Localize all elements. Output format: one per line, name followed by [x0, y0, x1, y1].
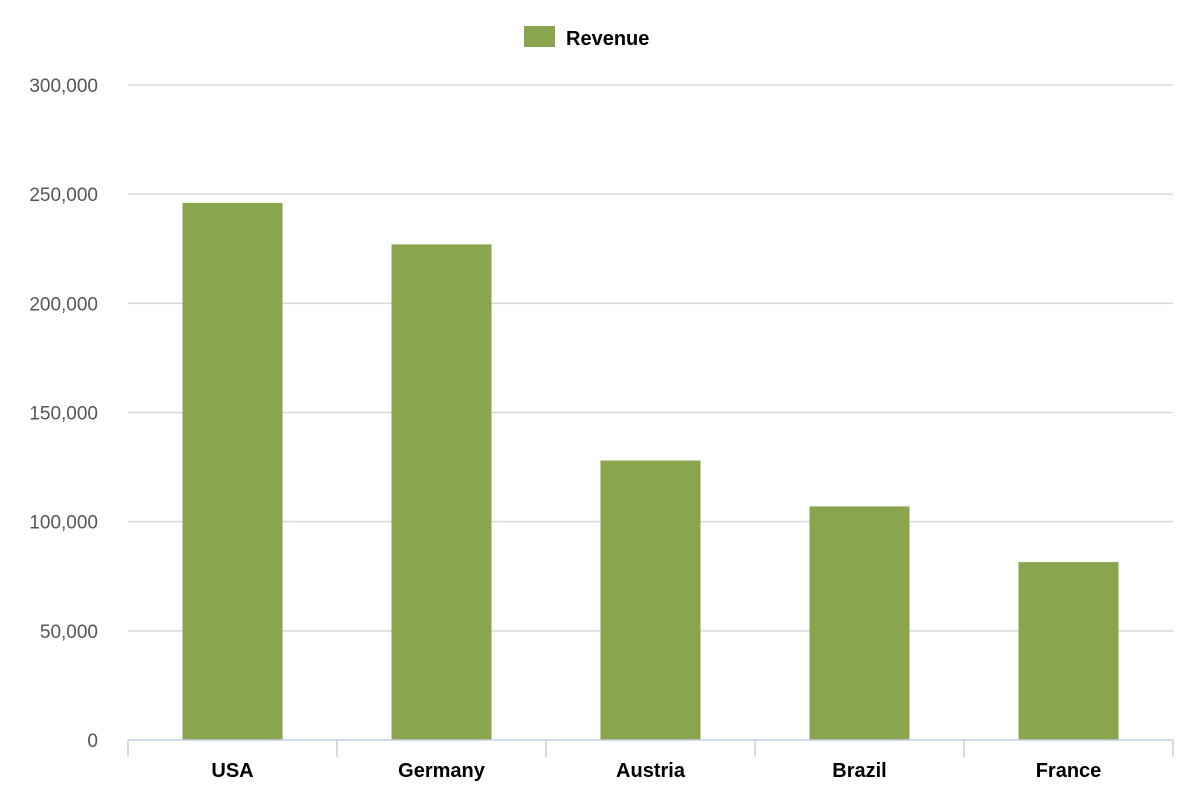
x-tick-label: Austria	[616, 760, 686, 782]
y-tick-label: 300,000	[29, 76, 98, 97]
x-axis: USA Germany Austria Brazil France	[127, 739, 1174, 782]
bar-france[interactable]	[1018, 562, 1119, 740]
bar-brazil[interactable]	[809, 506, 910, 740]
legend-swatch-revenue	[524, 26, 555, 47]
y-tick-label: 200,000	[29, 294, 98, 315]
y-tick-label: 0	[87, 731, 98, 752]
y-tick-label: 100,000	[29, 513, 98, 534]
x-tick-label: Brazil	[832, 760, 886, 782]
x-tick-label: Germany	[398, 760, 486, 782]
bars	[182, 202, 1119, 740]
legend-label-revenue: Revenue	[566, 28, 649, 50]
y-tick-label: 150,000	[29, 404, 98, 425]
bar-germany[interactable]	[391, 244, 492, 740]
x-tick-label: France	[1036, 760, 1102, 782]
legend[interactable]: Revenue	[524, 26, 649, 50]
x-tick-label: USA	[211, 760, 253, 782]
y-tick-label: 50,000	[40, 622, 98, 643]
bar-usa[interactable]	[182, 202, 283, 740]
y-tick-label: 250,000	[29, 185, 98, 206]
y-axis: 0 50,000 100,000 150,000 200,000 250,000 300,0…	[29, 76, 98, 752]
bar-austria[interactable]	[600, 460, 701, 740]
gridlines	[128, 84, 1173, 632]
